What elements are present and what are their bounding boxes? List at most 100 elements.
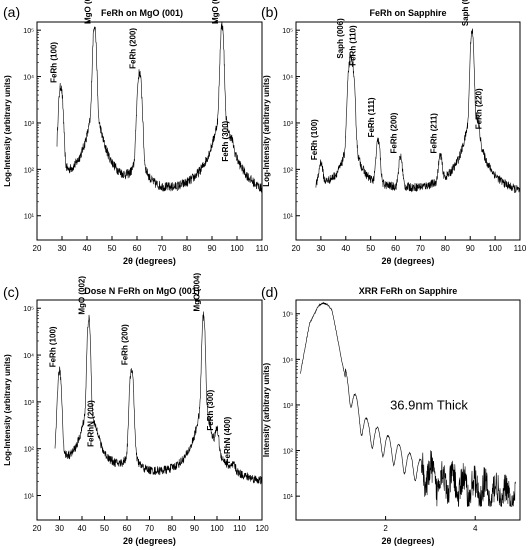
y-tick-label: 10² [24, 447, 35, 454]
x-tick-label: 90 [208, 244, 217, 253]
x-tick-label: 80 [441, 244, 450, 253]
panel-label: (a) [3, 4, 20, 20]
data-trace [54, 311, 263, 485]
x-axis-label: 2θ (degrees) [123, 536, 176, 546]
y-tick-label: 10⁴ [23, 353, 34, 360]
panel-1: (a) FeRh on MgO (001) 20 30 40 50 60 70 80 90 100 1… [3, 0, 269, 266]
y-tick-label: 10⁵ [282, 312, 293, 319]
x-tick-label: 60 [133, 244, 142, 253]
x-tick-label: 40 [78, 524, 87, 533]
chart-title: Dose N FeRh on MgO (001) [84, 286, 200, 296]
y-tick-label: 10⁴ [23, 75, 34, 82]
x-tick-label: 20 [292, 244, 301, 253]
chart-title: FeRh on MgO (001) [101, 8, 183, 18]
y-tick-label: 10³ [283, 403, 294, 410]
panel-2: (b) FeRh on Sapphire 20 30 40 50 60 70 80 90 100 11… [261, 0, 527, 266]
x-axis-label: 2θ (degrees) [123, 256, 176, 266]
x-tick-label: 20 [33, 524, 42, 533]
y-tick-label: 10³ [24, 400, 35, 407]
peak-label: Saph (0012) [461, 0, 470, 26]
y-tick-label: 10⁵ [282, 28, 293, 35]
y-tick-label: 10¹ [283, 214, 294, 221]
peak-label: Saph (006) [336, 18, 345, 59]
plot-frame [295, 21, 521, 241]
x-tick-label: 120 [255, 524, 269, 533]
x-tick-label: 50 [100, 524, 109, 533]
peak-label: FeRh (110) [348, 25, 357, 66]
x-tick-label: 110 [256, 244, 269, 253]
panel-label: (c) [3, 284, 19, 300]
x-tick-label: 40 [83, 244, 92, 253]
chart-title: FeRh on Sapphire [369, 8, 446, 18]
x-tick-label: 90 [466, 244, 475, 253]
x-tick-label: 70 [145, 524, 154, 533]
x-tick-label: 90 [190, 524, 199, 533]
panel-3: (c) Dose N FeRh on MgO (001) 20 30 40 50 60 70 8… [3, 272, 269, 546]
y-tick-label: 10² [283, 449, 294, 456]
peak-label: FeRh (100) [310, 119, 319, 160]
x-tick-label: 2 [383, 524, 388, 533]
x-tick-label: 60 [391, 244, 400, 253]
y-tick-label: 10⁴ [282, 75, 293, 82]
peak-label: MgO (004) [193, 272, 202, 311]
y-axis-label: Log-Intensity (arbitrary units) [262, 75, 271, 187]
peak-label: FeRh (200) [121, 324, 130, 365]
thickness-annotation: 36.9nm Thick [390, 397, 468, 412]
x-axis-label: 2θ (degrees) [382, 536, 435, 546]
x-axis-label: 2θ (degrees) [382, 256, 435, 266]
panel-4: (d) XRR FeRh on Sapphire 2 4 10¹ 10² 10³ 10⁴ 10⁵… [261, 284, 521, 546]
peak-label: MgO (002) [84, 0, 93, 24]
data-trace [315, 28, 521, 194]
data-trace [56, 21, 263, 193]
peak-label: FeRh (200) [390, 112, 399, 153]
peak-label: FeRh (111) [367, 97, 376, 137]
x-tick-label: 110 [514, 244, 527, 253]
x-tick-label: 100 [210, 524, 224, 533]
x-tick-label: 70 [416, 244, 425, 253]
y-tick-label: 10³ [283, 121, 294, 128]
x-tick-label: 30 [316, 244, 325, 253]
x-tick-label: 80 [183, 244, 192, 253]
peak-label: FeRh (211) [429, 113, 438, 154]
peak-label: FeRh (200) [129, 28, 138, 69]
y-tick-label: 10¹ [283, 494, 294, 501]
x-tick-label: 80 [168, 524, 177, 533]
x-tick-label: 4 [473, 524, 478, 533]
x-tick-label: 20 [33, 244, 42, 253]
x-tick-label: 100 [230, 244, 244, 253]
peak-label: FeRh (300) [206, 389, 215, 430]
peak-label: MgO (002) [78, 276, 87, 315]
peak-label: FeRh (100) [49, 326, 58, 367]
plot-frame [295, 299, 521, 521]
y-axis-label: Log-Intensity (arbitrary units) [3, 354, 12, 466]
y-tick-label: 10² [24, 167, 35, 174]
peak-label: FeRh (100) [50, 42, 59, 83]
x-tick-label: 30 [58, 244, 67, 253]
x-tick-label: 30 [55, 524, 64, 533]
y-tick-label: 10¹ [24, 494, 35, 501]
data-trace [300, 301, 516, 507]
x-tick-label: 50 [366, 244, 375, 253]
peak-label: FeRh (220) [475, 88, 484, 129]
y-tick-label: 10³ [24, 121, 35, 128]
chart-title: XRR FeRh on Sapphire [359, 286, 458, 296]
panel-label: (d) [261, 284, 278, 300]
x-tick-label: 100 [488, 244, 502, 253]
y-tick-label: 10⁵ [23, 306, 34, 313]
x-tick-label: 40 [341, 244, 350, 253]
peak-label: MgO (004) [211, 0, 220, 24]
x-tick-label: 70 [158, 244, 167, 253]
x-tick-label: 60 [123, 524, 132, 533]
peak-label: FeRh (300) [221, 120, 230, 161]
y-tick-label: 10¹ [24, 214, 35, 221]
x-tick-label: 50 [108, 244, 117, 253]
y-axis-label: Intensity (arbitrary units) [262, 363, 271, 458]
x-tick-label: 110 [233, 524, 246, 533]
plot-frame [36, 21, 263, 241]
peak-label: FeRhN (400) [223, 416, 232, 463]
y-axis-label: Log-Intensity (arbitrary units) [3, 75, 12, 187]
panel-label: (b) [261, 4, 278, 20]
peak-label: FeRhN (200) [87, 400, 96, 447]
y-tick-label: 10⁵ [23, 28, 34, 35]
